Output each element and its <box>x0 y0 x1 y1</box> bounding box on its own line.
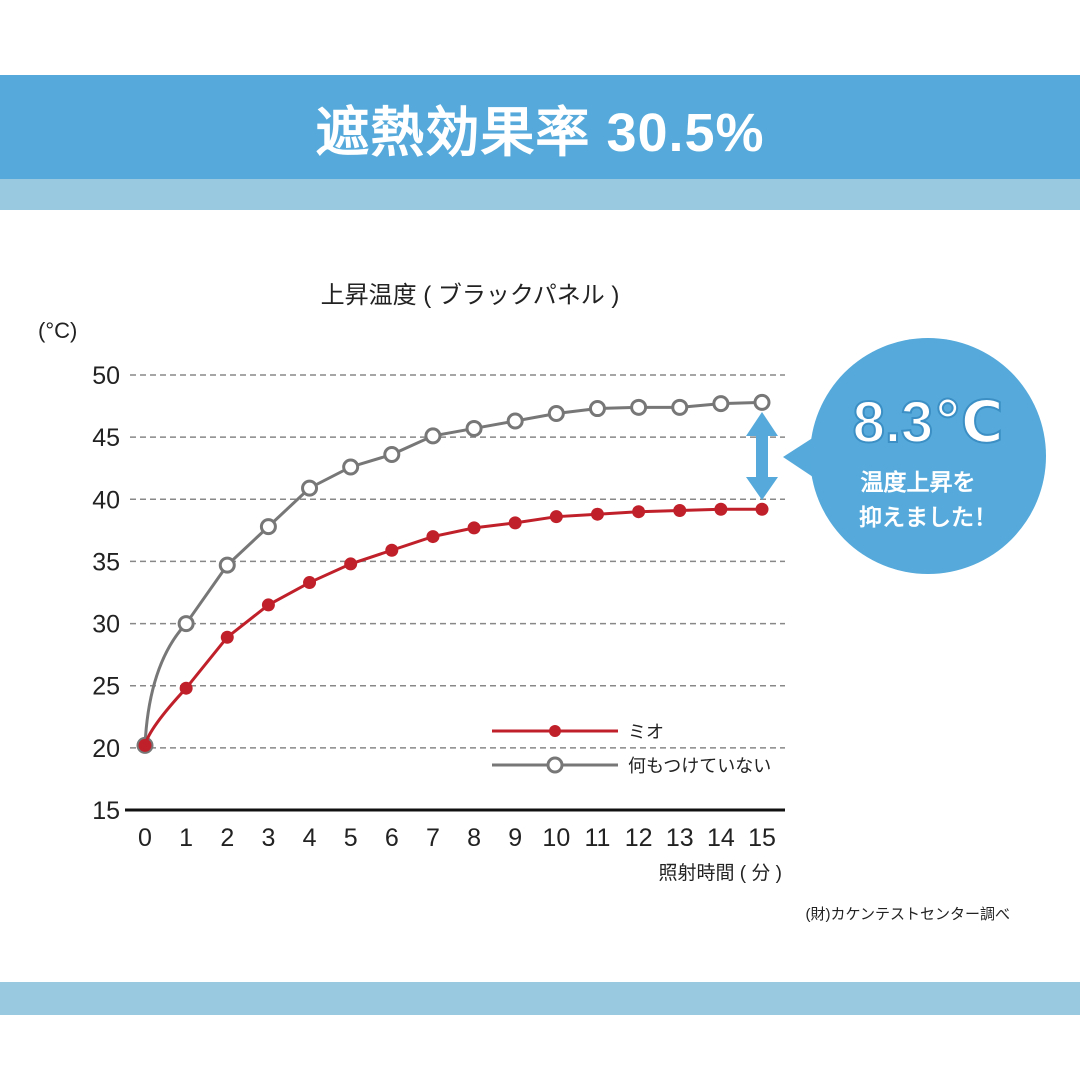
data-point <box>303 576 317 590</box>
x-tick-label: 3 <box>261 824 275 852</box>
data-point <box>179 681 193 695</box>
y-axis-label: (°C) <box>38 318 77 343</box>
header-band <box>0 179 1080 210</box>
data-point <box>753 393 771 411</box>
x-tick-label: 7 <box>426 824 440 852</box>
data-point <box>385 543 399 557</box>
data-point <box>590 507 604 521</box>
data-point <box>508 516 522 530</box>
data-point <box>344 557 358 571</box>
series-line-0 <box>143 507 762 746</box>
x-tick-label: 4 <box>303 824 317 852</box>
legend-label-none: 何もつけていない <box>628 756 771 776</box>
source-note: (財)カケンテストセンター調べ <box>805 906 1010 923</box>
y-tick-label: 15 <box>92 797 120 825</box>
x-tick-label: 8 <box>467 824 481 852</box>
legend-marker-none <box>546 756 564 774</box>
y-tick-label: 45 <box>92 424 120 452</box>
callout-bubble: 8.3℃ 温度上昇を 抑えました！ <box>783 338 1046 574</box>
difference-arrow <box>746 412 778 500</box>
data-point <box>424 427 442 445</box>
data-point <box>342 458 360 476</box>
data-point <box>673 503 687 517</box>
legend-label-mio: ミオ <box>628 722 664 742</box>
x-tick-label: 11 <box>584 824 610 852</box>
data-point <box>755 502 769 516</box>
x-tick-label: 10 <box>542 824 570 852</box>
x-tick-label: 15 <box>748 824 776 852</box>
legend: ミオ 何もつけていない <box>492 722 771 776</box>
data-point <box>549 510 563 524</box>
x-tick-label: 2 <box>220 824 234 852</box>
legend-marker-mio <box>549 725 561 737</box>
y-tick-label: 20 <box>92 735 120 763</box>
footer-band <box>0 982 1080 1015</box>
x-tick-label: 0 <box>138 824 152 852</box>
data-point <box>588 400 606 418</box>
x-tick-label: 6 <box>385 824 399 852</box>
page-title: 遮熱効果率 30.5% <box>315 102 765 163</box>
data-point <box>301 479 319 497</box>
chart-title: 上昇温度 ( ブラックパネル ) <box>321 282 620 309</box>
x-axis-label: 照射時間 ( 分 ) <box>659 862 783 884</box>
data-point <box>259 518 277 536</box>
callout-line1: 温度上昇を <box>861 469 976 495</box>
series-line-1 <box>143 400 763 746</box>
data-point <box>465 419 483 437</box>
data-point <box>712 395 730 413</box>
y-tick-label: 35 <box>92 548 120 576</box>
data-point <box>177 615 195 633</box>
y-tick-label: 50 <box>92 362 120 390</box>
header-banner: 遮熱効果率 30.5% <box>0 75 1080 179</box>
y-tick-label: 25 <box>92 673 120 701</box>
data-point <box>671 398 689 416</box>
y-tick-label: 30 <box>92 611 120 639</box>
data-point <box>261 598 275 612</box>
y-tick-label: 40 <box>92 486 120 514</box>
data-point <box>220 630 234 644</box>
data-point <box>138 738 152 752</box>
callout-line2: 抑えました！ <box>859 504 997 530</box>
data-point <box>218 556 236 574</box>
x-tick-label: 13 <box>666 824 694 852</box>
data-point <box>467 521 481 535</box>
x-tick-label: 5 <box>344 824 358 852</box>
x-tick-label: 12 <box>625 824 653 852</box>
data-point <box>714 502 728 516</box>
data-point <box>506 412 524 430</box>
data-point <box>547 405 565 423</box>
data-point <box>383 446 401 464</box>
x-tick-label: 9 <box>508 824 522 852</box>
x-tick-label: 1 <box>179 824 193 852</box>
data-point <box>632 505 646 519</box>
callout-value: 8.3℃ <box>853 390 1004 455</box>
data-point <box>426 530 440 544</box>
x-tick-label: 14 <box>707 824 735 852</box>
data-point <box>630 398 648 416</box>
